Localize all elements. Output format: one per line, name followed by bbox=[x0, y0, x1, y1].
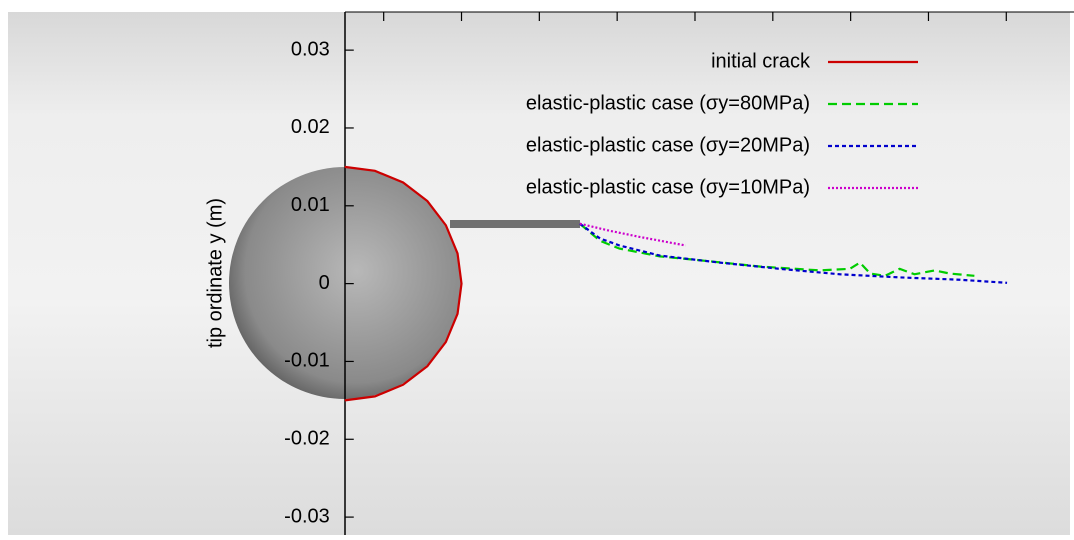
y-tick-label: 0.02 bbox=[291, 116, 330, 138]
legend-label: initial crack bbox=[711, 50, 811, 72]
y-tick-label: 0.03 bbox=[291, 38, 330, 60]
series-line bbox=[344, 165, 463, 402]
y-tick-label: -0.02 bbox=[284, 428, 330, 450]
legend-label: elastic-plastic case (σy=20MPa) bbox=[526, 134, 810, 156]
y-axis-label: tip ordinate y (m) bbox=[204, 198, 226, 348]
y-tick-label: 0 bbox=[319, 272, 330, 294]
series-line bbox=[579, 222, 686, 247]
y-tick-label: -0.03 bbox=[284, 505, 330, 527]
y-tick-label: -0.01 bbox=[284, 350, 330, 372]
legend-label: elastic-plastic case (σy=10MPa) bbox=[526, 176, 810, 198]
series-line bbox=[579, 222, 1008, 284]
y-tick-label: 0.01 bbox=[291, 194, 330, 216]
legend-label: elastic-plastic case (σy=80MPa) bbox=[526, 92, 810, 114]
photo-slit bbox=[450, 220, 580, 228]
series-line bbox=[579, 222, 975, 277]
photo-background bbox=[8, 12, 1070, 535]
